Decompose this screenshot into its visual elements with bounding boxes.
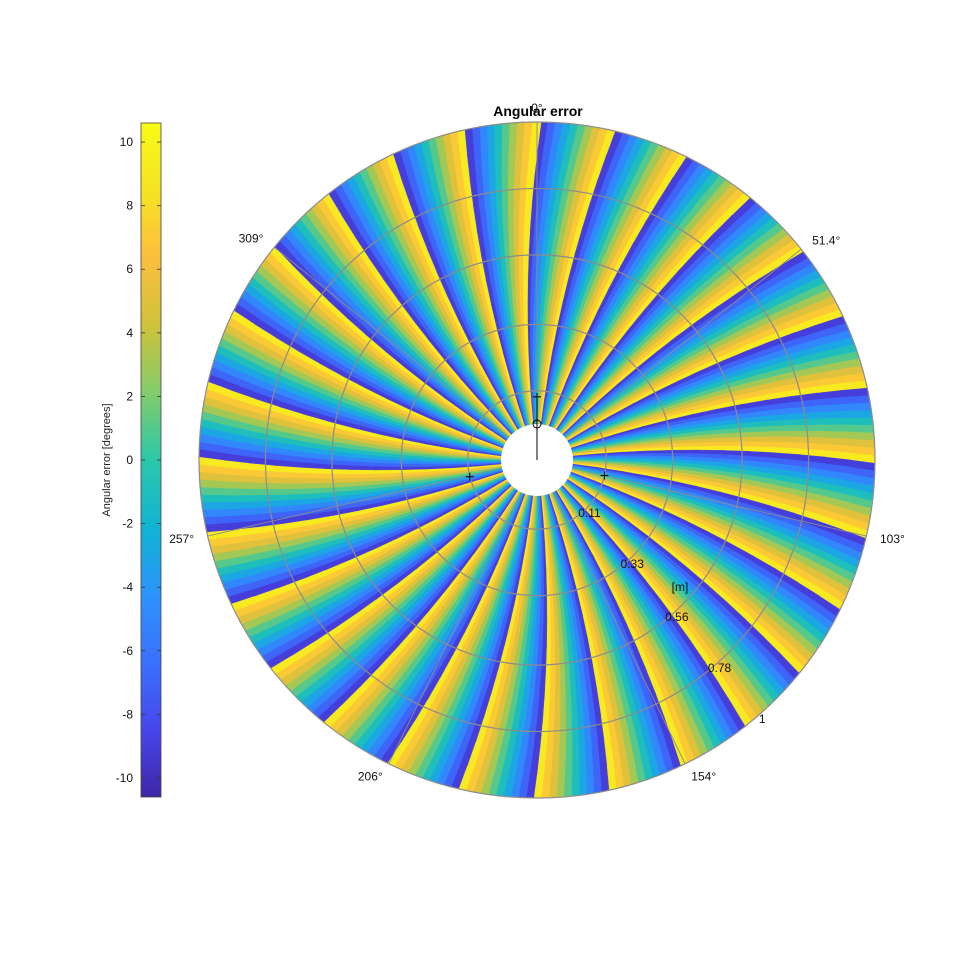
- angular-tick-label: 257°: [169, 532, 194, 546]
- polar-plot: 0.11 0.33 0.56 0.78 1 0° 51.4° 103° 154° 206° 257…: [169, 101, 905, 799]
- heatmap-cell: [820, 417, 849, 426]
- angular-tick-label: 309°: [239, 231, 264, 245]
- angular-tick-label: 154°: [691, 769, 716, 783]
- heatmap-cell: [524, 772, 538, 798]
- radial-tick-label: 0.11: [578, 506, 601, 520]
- heatmap-cell: [577, 768, 587, 797]
- colorbar-tick-label: -4: [122, 580, 133, 594]
- colorbar-tick-label: 6: [126, 262, 133, 276]
- colorbar-tick-label: 10: [120, 135, 134, 149]
- heatmap-cell: [249, 487, 278, 496]
- radial-tick-label: 0.78: [708, 661, 732, 675]
- angular-tick-label: 51.4°: [812, 233, 840, 247]
- heatmap-cell: [564, 719, 573, 748]
- heatmap-cell: [225, 494, 254, 503]
- colorbar-tick-label: -2: [122, 517, 133, 531]
- heatmap-cell: [559, 694, 567, 723]
- heatmap-cell: [845, 410, 874, 420]
- heatmap-cell: [571, 743, 580, 772]
- colorbar: -10 -8 -6 -4 -2 0 2 4 6 8 10 Angular error [degree…: [101, 122, 162, 798]
- heatmap-cell: [507, 197, 515, 226]
- heatmap-cell: [487, 123, 497, 152]
- radial-tick-label: 0.33: [621, 557, 645, 571]
- radial-tick-label: 0.56: [665, 610, 689, 624]
- colorbar-ticks: -10 -8 -6 -4 -2 0 2 4 6 8 10: [116, 135, 161, 785]
- heatmap-wedges: [199, 122, 875, 798]
- radial-unit-label: [m]: [672, 580, 689, 594]
- colorbar-tick-label: 4: [126, 326, 133, 340]
- heatmap-cell: [523, 247, 530, 275]
- heatmap-cell: [523, 272, 529, 300]
- radial-tick-label: 1: [759, 712, 766, 726]
- colorbar-label: Angular error [degrees]: [101, 403, 113, 516]
- angular-tick-label: 206°: [358, 769, 383, 783]
- heatmap-cell: [200, 500, 229, 510]
- chart-title: Angular error: [493, 103, 583, 119]
- heatmap-cell: [501, 172, 510, 201]
- heatmap-cell: [523, 297, 528, 325]
- heatmap-cell: [849, 459, 875, 473]
- colorbar-tick-label: -6: [122, 644, 133, 658]
- colorbar-tick-label: 0: [126, 453, 133, 467]
- colorbar-tick-label: -10: [116, 771, 134, 785]
- angular-tick-label: 0°: [531, 101, 543, 115]
- heatmap-cell: [796, 424, 825, 433]
- colorbar-tick-label: 2: [126, 389, 133, 403]
- angular-tick-label: 103°: [880, 532, 905, 546]
- colorbar-tick-label: 8: [126, 199, 133, 213]
- heatmap-cell: [274, 482, 303, 490]
- heatmap-cell: [771, 430, 800, 438]
- colorbar-tick-label: -8: [122, 707, 133, 721]
- heatmap-cell: [494, 148, 503, 177]
